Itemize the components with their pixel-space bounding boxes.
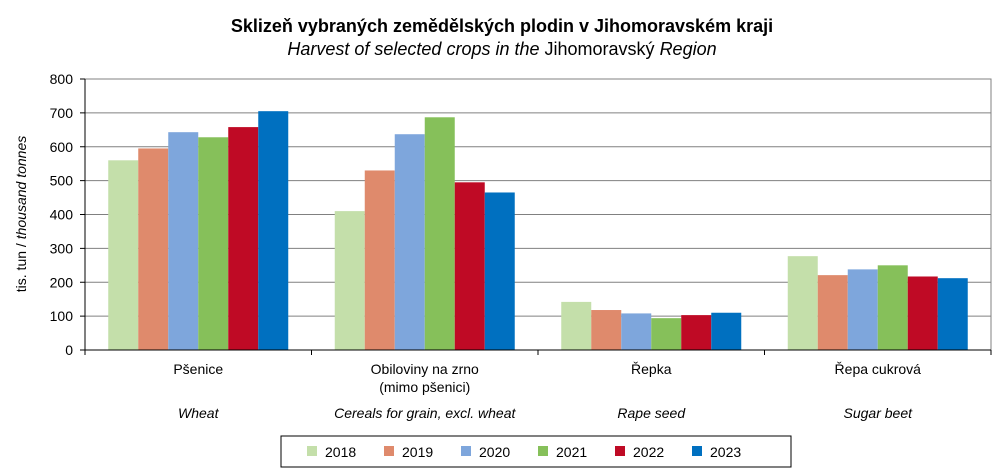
bars — [108, 111, 968, 351]
bar-2018-1 — [108, 160, 139, 350]
bar-2023-3 — [711, 312, 742, 350]
category-label-cz: Řepka — [631, 361, 672, 377]
bar-2021-1 — [198, 137, 229, 350]
legend-label-2021: 2021 — [556, 444, 587, 460]
bar-2022-3 — [681, 315, 712, 350]
bar-2023-2 — [484, 192, 515, 350]
bar-2019-1 — [138, 148, 169, 350]
category-labels: Pšenice Wheat Obiloviny na zrno (mimo pšeni… — [173, 361, 921, 421]
bar-2020-4 — [847, 269, 878, 350]
legend-label-2019: 2019 — [402, 444, 433, 460]
bar-2019-2 — [364, 170, 395, 350]
legend-swatch-2018 — [307, 446, 317, 456]
bar-2023-4 — [937, 278, 968, 350]
bar-2018-4 — [787, 256, 818, 350]
legend-label-2022: 2022 — [633, 444, 664, 460]
y-tick-label: 100 — [50, 308, 74, 324]
category-label-en: Rape seed — [617, 405, 686, 421]
legend-label-2020: 2020 — [479, 444, 510, 460]
category-label-cz: Pšenice — [173, 361, 223, 377]
y-axis-title: tis. tun / thousand tonnes — [13, 136, 29, 292]
bar-2020-3 — [621, 313, 652, 350]
legend: 2018 2019 2020 2021 2022 2023 — [307, 444, 741, 460]
category-label-cz: Obiloviny na zrno — [371, 361, 479, 377]
x-ticks — [84, 350, 992, 355]
legend-swatch-2019 — [384, 446, 394, 456]
legend-label-2023: 2023 — [710, 444, 741, 460]
y-tick-label: 200 — [50, 274, 74, 290]
category-label-cz: Řepa cukrová — [835, 361, 922, 377]
bar-2022-2 — [454, 182, 485, 350]
y-tick-label: 700 — [50, 105, 74, 121]
legend-swatch-2023 — [692, 446, 702, 456]
y-tick-label: 600 — [50, 139, 74, 155]
y-tick-label: 500 — [50, 173, 74, 189]
y-tick-label: 400 — [50, 207, 74, 223]
y-axis-title-en: thousand tonnes — [13, 136, 29, 240]
category-label-en: Wheat — [178, 405, 220, 421]
bar-2019-3 — [591, 310, 622, 350]
subtitle-region: Jihomoravský — [545, 39, 655, 59]
y-ticks: 0 100 200 300 400 500 600 700 800 — [50, 71, 85, 358]
bar-2022-4 — [907, 276, 938, 350]
legend-swatch-2021 — [538, 446, 548, 456]
category-label-cz-line2: (mimo pšenici) — [379, 379, 470, 395]
legend-swatch-2022 — [615, 446, 625, 456]
bar-2020-1 — [168, 132, 199, 350]
y-tick-label: 800 — [50, 71, 74, 87]
subtitle-part: Harvest of selected crops in the — [287, 39, 539, 59]
bar-2023-1 — [258, 111, 289, 351]
bar-2020-2 — [394, 134, 425, 350]
legend-swatch-2020 — [461, 446, 471, 456]
category-label-en: Sugar beet — [844, 405, 914, 421]
category-label-en: Cereals for grain, excl. wheat — [334, 405, 516, 421]
bar-2022-1 — [228, 127, 259, 350]
bar-2021-4 — [877, 265, 908, 350]
bar-2018-2 — [334, 211, 365, 350]
bar-2019-4 — [817, 275, 848, 350]
bar-2018-3 — [561, 301, 592, 350]
bar-2021-2 — [424, 117, 455, 350]
y-tick-label: 300 — [50, 240, 74, 256]
chart-title: Sklizeň vybraných zemědělských plodin v … — [231, 16, 773, 36]
bar-2021-3 — [651, 318, 682, 350]
legend-box — [280, 435, 792, 468]
chart-subtitle: Harvest of selected crops in the Jihomor… — [287, 39, 716, 59]
subtitle-end: Region — [660, 39, 717, 59]
y-axis-title-cz: tis. tun / — [13, 243, 29, 292]
y-tick-label: 0 — [65, 342, 73, 358]
legend-label-2018: 2018 — [325, 444, 356, 460]
